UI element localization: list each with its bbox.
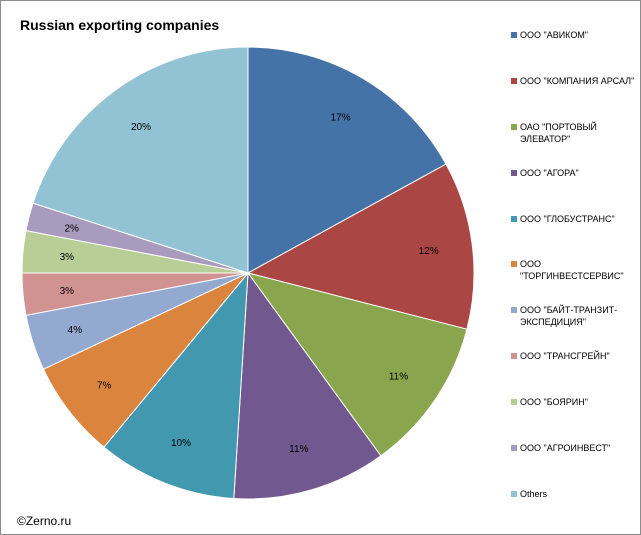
slice-label-1: 12% [419, 246, 439, 257]
legend-swatch [511, 261, 517, 268]
slice-label-6: 4% [68, 325, 83, 336]
legend-item-6: ООО "БАЙТ-ТРАНЗИТ-ЭКСПЕДИЦИЯ" [511, 304, 639, 350]
legend-label: ООО "ТРАНСГРЕЙН" [520, 351, 610, 362]
slice-label-5: 7% [97, 381, 112, 392]
legend-swatch [511, 399, 517, 406]
slice-label-4: 10% [171, 438, 191, 449]
chart-title: Russian exporting companies [20, 17, 220, 33]
legend-swatch [511, 215, 517, 222]
legend-label: Others [520, 488, 548, 499]
pie-slice-2 [246, 272, 468, 457]
pie-slice-1 [246, 163, 475, 330]
legend-item-8: ООО "БОЯРИН" [511, 396, 639, 442]
legend: ООО "АВИКОМ" ООО "КОМПАНИЯ АРСАЛ" ОАО "ПОР… [511, 29, 639, 534]
watermark: ©Zerno.ru [17, 514, 72, 528]
legend-item-10: Others [511, 488, 639, 534]
legend-label: ООО "АВИКОМ" [520, 30, 589, 40]
legend-label: ООО "БАЙТ-ТРАНЗИТ-ЭКСПЕДИЦИЯ" [520, 305, 618, 328]
pie-slice-3 [233, 271, 382, 500]
legend-label: ООО "АГОРА" [520, 167, 579, 178]
legend-label: ООО "ТОРГИНВЕСТСЕРВИС" [520, 259, 624, 282]
legend-item-3: ООО "АГОРА" [511, 167, 639, 213]
legend-swatch [511, 169, 517, 176]
legend-label: ОАО "ПОРТОВЫЙ ЭЛЕВАТОР" [520, 121, 597, 144]
legend-item-2: ОАО "ПОРТОВЫЙ ЭЛЕВАТОР" [511, 121, 639, 167]
legend-item-1: ООО "КОМПАНИЯ АРСАЛ" [511, 75, 639, 121]
legend-swatch [511, 490, 517, 497]
legend-swatch [511, 32, 517, 38]
slice-label-10: 20% [131, 122, 151, 133]
legend-label: ООО "КОМПАНИЯ АРСАЛ" [520, 75, 635, 86]
slice-label-3: 11% [289, 444, 308, 455]
slice-label-8: 3% [60, 252, 75, 263]
legend-item-4: ООО "ГЛОБУСТРАНС" [511, 213, 639, 259]
legend-label: ООО "АГРОИНВЕСТ" [520, 443, 611, 454]
slice-label-9: 2% [64, 224, 79, 235]
legend-swatch [511, 77, 517, 84]
legend-swatch [511, 445, 517, 452]
slice-label-7: 3% [60, 286, 75, 297]
legend-item-9: ООО "АГРОИНВЕСТ" [511, 442, 639, 488]
legend-swatch [511, 307, 517, 314]
slice-label-0: 17% [331, 112, 351, 123]
legend-swatch [511, 123, 517, 130]
legend-item-0: ООО "АВИКОМ" [511, 29, 639, 75]
pie-slice-4 [103, 271, 249, 500]
legend-item-5: ООО "ТОРГИНВЕСТСЕРВИС" [511, 258, 639, 304]
legend-label: ООО "БОЯРИН" [520, 397, 588, 408]
legend-item-7: ООО "ТРАНСГРЕЙН" [511, 350, 639, 396]
pie-slice-10 [32, 46, 249, 274]
pie-slice-0 [247, 46, 447, 274]
legend-swatch [511, 353, 517, 360]
slice-label-2: 11% [389, 371, 408, 382]
legend-label: ООО "ГЛОБУСТРАНС" [520, 213, 615, 224]
